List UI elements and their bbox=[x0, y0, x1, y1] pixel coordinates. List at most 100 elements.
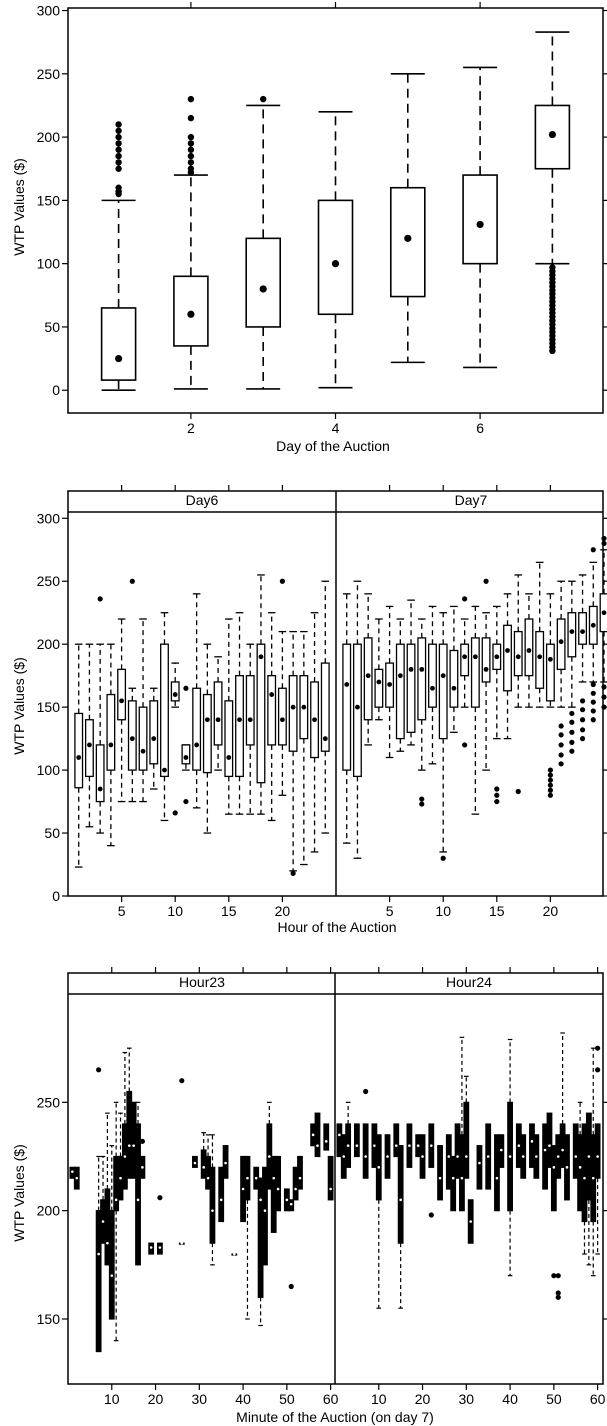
box-group bbox=[384, 1134, 391, 1179]
x-tick-label: 40 bbox=[235, 1391, 251, 1407]
outlier-point bbox=[601, 694, 607, 700]
outlier-point bbox=[547, 767, 554, 773]
median-dot bbox=[268, 1155, 271, 1158]
median-dot bbox=[254, 1176, 258, 1180]
x-tick-label: 5 bbox=[118, 903, 126, 919]
outlier-point bbox=[115, 127, 122, 134]
median-dot bbox=[226, 755, 232, 760]
box bbox=[545, 643, 555, 702]
median-dot bbox=[338, 1133, 341, 1137]
box-group bbox=[108, 1145, 115, 1320]
box-group bbox=[235, 612, 244, 815]
median-dot bbox=[521, 1155, 525, 1158]
median-dot bbox=[285, 1198, 289, 1202]
box-group bbox=[428, 1123, 435, 1218]
median-dot bbox=[590, 622, 596, 628]
outlier-point bbox=[183, 685, 189, 691]
outlier-point bbox=[115, 184, 122, 191]
box bbox=[262, 1166, 268, 1266]
box bbox=[428, 643, 437, 708]
x-tick-label: 10 bbox=[167, 903, 183, 919]
median-dot bbox=[580, 629, 585, 635]
median-dot bbox=[106, 1241, 109, 1245]
box bbox=[320, 662, 330, 752]
box-group bbox=[160, 612, 169, 822]
median-dot bbox=[373, 1144, 376, 1147]
box-group bbox=[419, 1134, 426, 1179]
median-dot bbox=[123, 1155, 127, 1158]
x-tick-label: 10 bbox=[104, 1391, 120, 1407]
x-tick-label: 50 bbox=[279, 1391, 295, 1407]
outlier-point bbox=[558, 732, 564, 738]
outlier-point bbox=[579, 707, 586, 713]
box-group bbox=[385, 605, 395, 759]
median-dot bbox=[180, 1241, 184, 1245]
median-dot bbox=[246, 1176, 249, 1180]
median-dot bbox=[591, 1176, 595, 1180]
outlier-point bbox=[590, 547, 596, 553]
box-group bbox=[393, 1123, 400, 1158]
median-dot bbox=[298, 1176, 302, 1180]
box-group bbox=[564, 1134, 570, 1201]
outlier-point bbox=[419, 796, 425, 802]
median-dot bbox=[76, 755, 82, 760]
outlier-point bbox=[547, 777, 554, 783]
box bbox=[108, 1210, 115, 1320]
box-group bbox=[297, 1155, 303, 1190]
outlier-point bbox=[569, 729, 575, 735]
outlier-point bbox=[129, 578, 135, 584]
y-tick-label: 150 bbox=[37, 699, 61, 715]
median-dot bbox=[483, 666, 489, 672]
outlier-point bbox=[179, 1078, 185, 1084]
box-group bbox=[352, 580, 362, 859]
outlier-point bbox=[187, 159, 195, 166]
box-group bbox=[463, 1075, 470, 1179]
outlier-point bbox=[187, 152, 195, 160]
median-dot bbox=[237, 717, 242, 723]
outlier-point bbox=[601, 704, 607, 710]
median-dot bbox=[290, 704, 296, 710]
y-tick-label: 150 bbox=[37, 1311, 61, 1327]
outlier-point bbox=[494, 798, 500, 805]
strip-label-hour24: Hour24 bbox=[446, 974, 492, 990]
median-dot bbox=[419, 666, 425, 672]
median-dot bbox=[548, 1144, 551, 1147]
outlier-point bbox=[187, 165, 195, 172]
outlier-point bbox=[601, 540, 607, 547]
median-dot bbox=[447, 1155, 451, 1158]
box bbox=[100, 307, 137, 381]
strip-label-day7: Day7 bbox=[455, 492, 488, 508]
median-dot bbox=[394, 1144, 398, 1147]
median-dot bbox=[151, 736, 157, 742]
outlier-point bbox=[494, 792, 500, 798]
outlier-point bbox=[115, 159, 122, 166]
box-group bbox=[73, 1166, 80, 1190]
box-group bbox=[353, 1123, 360, 1158]
box-group bbox=[460, 596, 470, 748]
outlier-point bbox=[558, 761, 564, 767]
median-dot bbox=[548, 656, 553, 662]
box-group bbox=[320, 580, 330, 834]
median-dot bbox=[548, 130, 556, 139]
y-tick-label: 300 bbox=[37, 3, 61, 19]
median-dot bbox=[75, 1176, 79, 1180]
box bbox=[84, 719, 94, 778]
outlier-point bbox=[279, 578, 285, 584]
x-tick-label: 4 bbox=[332, 420, 340, 436]
median-dot bbox=[601, 610, 607, 616]
outlier-point bbox=[187, 140, 195, 147]
median-dot bbox=[114, 1198, 118, 1202]
x-tick-label: 20 bbox=[543, 903, 559, 919]
median-dot bbox=[569, 629, 575, 635]
median-dot bbox=[187, 310, 195, 318]
box bbox=[127, 700, 137, 771]
box-group bbox=[492, 605, 502, 805]
outlier-point bbox=[440, 855, 446, 861]
x-tick-label: 20 bbox=[148, 1391, 164, 1407]
median-dot bbox=[495, 1176, 499, 1180]
outlier-point bbox=[590, 681, 596, 688]
y-axis-label: WTP Values ($) bbox=[11, 657, 27, 755]
outlier-point bbox=[579, 698, 586, 704]
outlier-point bbox=[590, 690, 596, 696]
median-dot bbox=[193, 1161, 197, 1165]
